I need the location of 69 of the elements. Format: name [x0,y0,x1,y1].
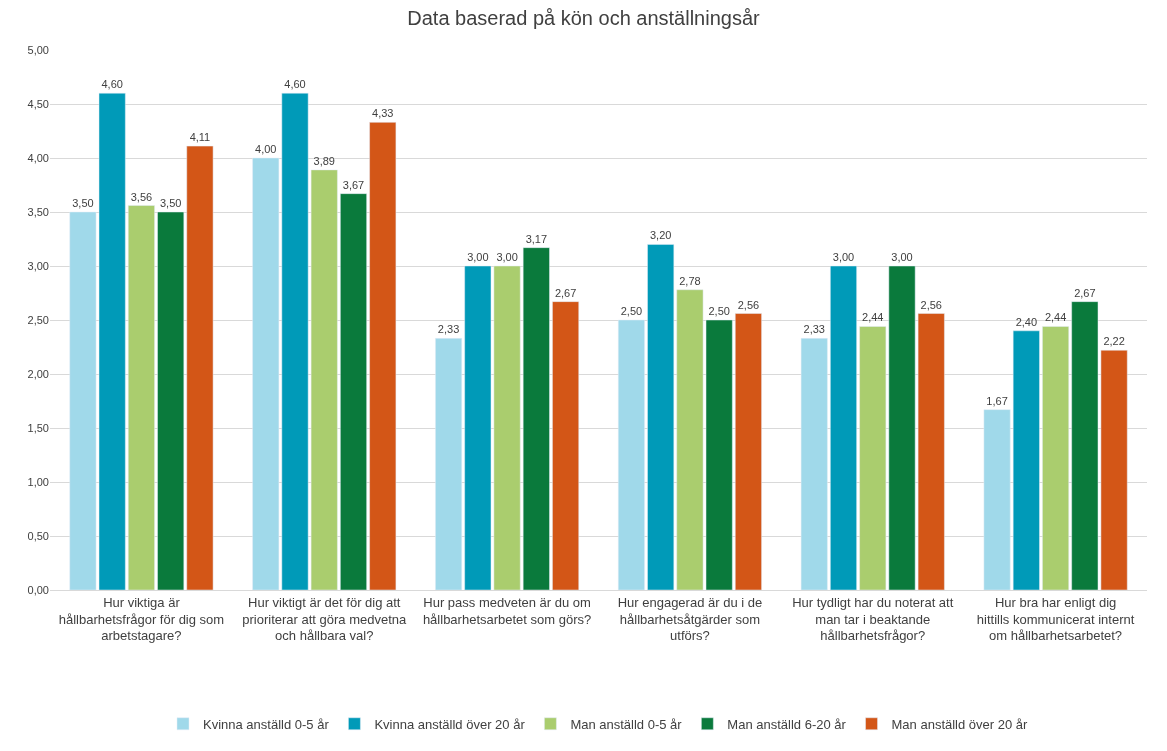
y-tick-label: 3,50 [27,205,49,218]
data-label: 3,20 [649,229,672,242]
data-label: 3,00 [467,251,489,263]
bar [618,319,645,590]
data-label: 3,50 [159,197,182,209]
bar [157,211,185,590]
data-label: 1,67 [986,394,1008,407]
legend-label: Kvinna anställd 0-5 år [203,716,330,732]
y-tick-label: 3,00 [27,259,49,272]
data-label: 3,89 [313,154,335,167]
data-label: 4,11 [189,131,211,144]
data-label: 2,56 [737,298,760,311]
bar [128,205,155,590]
legend-label: Kvinna anställd över 20 år [374,716,526,732]
legend-label: Man anställd 6-20 år [727,716,847,732]
y-tick-label: 1,00 [27,475,49,488]
bar [647,244,675,590]
x-tick-label: Hur viktigt är det för dig att prioriterar att göra medvetna och hållbara val? [242,594,408,644]
y-tick-label: 2,00 [27,367,49,380]
data-label: 2,78 [679,274,701,287]
legend-label: Man anställd över 20 år [891,716,1029,732]
data-label: 2,50 [708,305,730,317]
data-label: 2,22 [1103,335,1125,348]
data-label: 3,00 [891,251,913,263]
x-tick-label: Hur engagerad är du i de hållbarhetsåtgärder som utförs? [617,594,763,644]
data-label: 2,33 [437,323,460,336]
bar [369,122,397,590]
bar [1042,326,1069,590]
data-label: 2,33 [803,323,825,336]
data-label: 3,50 [72,197,94,209]
x-tick-label: Hur pass medveten är du om hållbarhetsarbetet som görs? [422,594,592,627]
data-label: 2,56 [920,298,942,311]
y-tick-label: 4,00 [27,151,49,164]
data-label: 4,60 [101,78,123,91]
legend-label: Man anställd 0-5 år [570,716,683,732]
data-label: 2,44 [862,311,884,324]
bar [186,145,214,590]
y-tick-label: 2,50 [27,313,49,326]
bar [552,301,579,590]
bar [800,338,828,590]
data-label: 2,40 [1015,315,1038,328]
data-label: 4,33 [372,107,394,120]
data-label: 3,56 [130,190,153,203]
bar [340,193,367,590]
y-tick-label: 4,50 [27,97,49,110]
data-label: 3,00 [832,251,855,263]
bar [735,313,762,590]
bar [435,338,462,590]
data-label: 3,17 [525,232,548,245]
data-label: 4,60 [284,78,306,91]
chart-title: Data baserad på kön och anställningsår [407,7,761,29]
bar [830,265,857,590]
bar [983,409,1011,590]
data-label: 2,67 [1074,286,1096,299]
data-label: 2,44 [1044,311,1067,324]
x-tick-label: Hur bra har enligt dig hittills kommunicerat internt om hållbarhetsarbetet? [976,594,1135,644]
y-tick-label: 0,00 [27,583,49,596]
data-label: 3,00 [496,251,518,263]
data-label: 2,50 [620,305,643,317]
data-label: 4,00 [255,143,277,155]
bar [1012,330,1040,590]
data-label: 3,67 [342,178,365,191]
y-tick-label: 1,50 [27,421,49,434]
x-tick-label: Hur viktiga är hållbarhetsfrågor för dig som arbetstagare? [58,594,225,644]
x-tick-label: Hur tydligt har du noterat att man tar i beaktande hållbarhetsfrågor? [792,594,954,644]
y-tick-label: 5,00 [27,43,49,56]
bar [522,247,550,590]
y-tick-label: 0,50 [27,529,49,542]
data-label: 2,67 [554,286,577,299]
